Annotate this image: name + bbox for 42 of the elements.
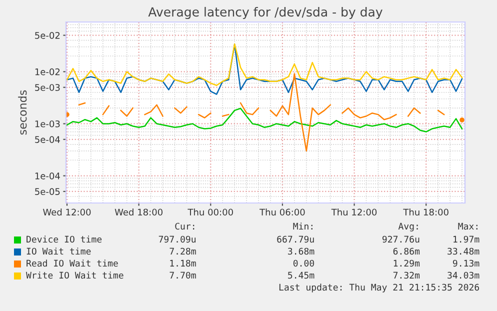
y-tick-label: 1e-03 bbox=[35, 120, 60, 128]
text: Cur: bbox=[175, 222, 194, 230]
text: Max: bbox=[458, 222, 478, 230]
text: 33.48m bbox=[448, 248, 480, 255]
y-tick-label: 5e-05 bbox=[35, 188, 60, 196]
line-series bbox=[66, 43, 463, 86]
y-tick-label: 1e-02 bbox=[35, 68, 60, 76]
text: 7.32m bbox=[393, 272, 420, 279]
line-series bbox=[66, 108, 463, 132]
text: Min: bbox=[293, 222, 312, 230]
text: 34.03m bbox=[448, 272, 480, 279]
text: Avg: bbox=[398, 222, 418, 232]
text: 0.00 bbox=[293, 260, 314, 267]
legend-label: Device IO time bbox=[26, 236, 102, 243]
x-tick-label: Thu 00:00 bbox=[188, 208, 233, 216]
chart-title: Average latency for /dev/sda - by day bbox=[148, 6, 382, 20]
y-axis-title: seconds bbox=[18, 90, 27, 135]
text: 1.29m bbox=[394, 260, 420, 267]
text: 797.09u bbox=[158, 236, 196, 243]
y-tick-label: 5e-04 bbox=[35, 136, 60, 143]
text: 7.28m bbox=[170, 248, 196, 255]
y-tick-label: 1e-04 bbox=[35, 172, 60, 180]
x-tick-label: Wed 18:00 bbox=[114, 208, 162, 216]
text: 667.79u bbox=[277, 236, 314, 243]
text: 1.97m bbox=[454, 236, 480, 243]
text: Last update: Thu May 21 21:15:35 2026 bbox=[279, 284, 480, 292]
y-tick-label: 5e-02 bbox=[35, 32, 60, 39]
x-tick-label: Thu 12:00 bbox=[331, 208, 377, 216]
y-tick-label: 5e-03 bbox=[35, 84, 60, 91]
legend-label: IO Wait time bbox=[26, 248, 91, 255]
x-tick-label: Thu 06:00 bbox=[260, 208, 305, 216]
text: 927.76u bbox=[382, 236, 420, 243]
text: 5.45m bbox=[288, 272, 314, 279]
x-tick-label: Wed 12:00 bbox=[43, 208, 91, 216]
x-tick-label: Thu 18:00 bbox=[403, 208, 448, 216]
legend-label: Write IO Wait time bbox=[26, 272, 124, 279]
text: 6.86m bbox=[393, 248, 420, 255]
text: 7.70m bbox=[170, 272, 196, 279]
legend-label: Read IO Wait time bbox=[26, 260, 118, 267]
text: 1.18m bbox=[170, 260, 196, 267]
text: 3.68m bbox=[288, 248, 314, 255]
text: 9.13m bbox=[452, 260, 480, 267]
